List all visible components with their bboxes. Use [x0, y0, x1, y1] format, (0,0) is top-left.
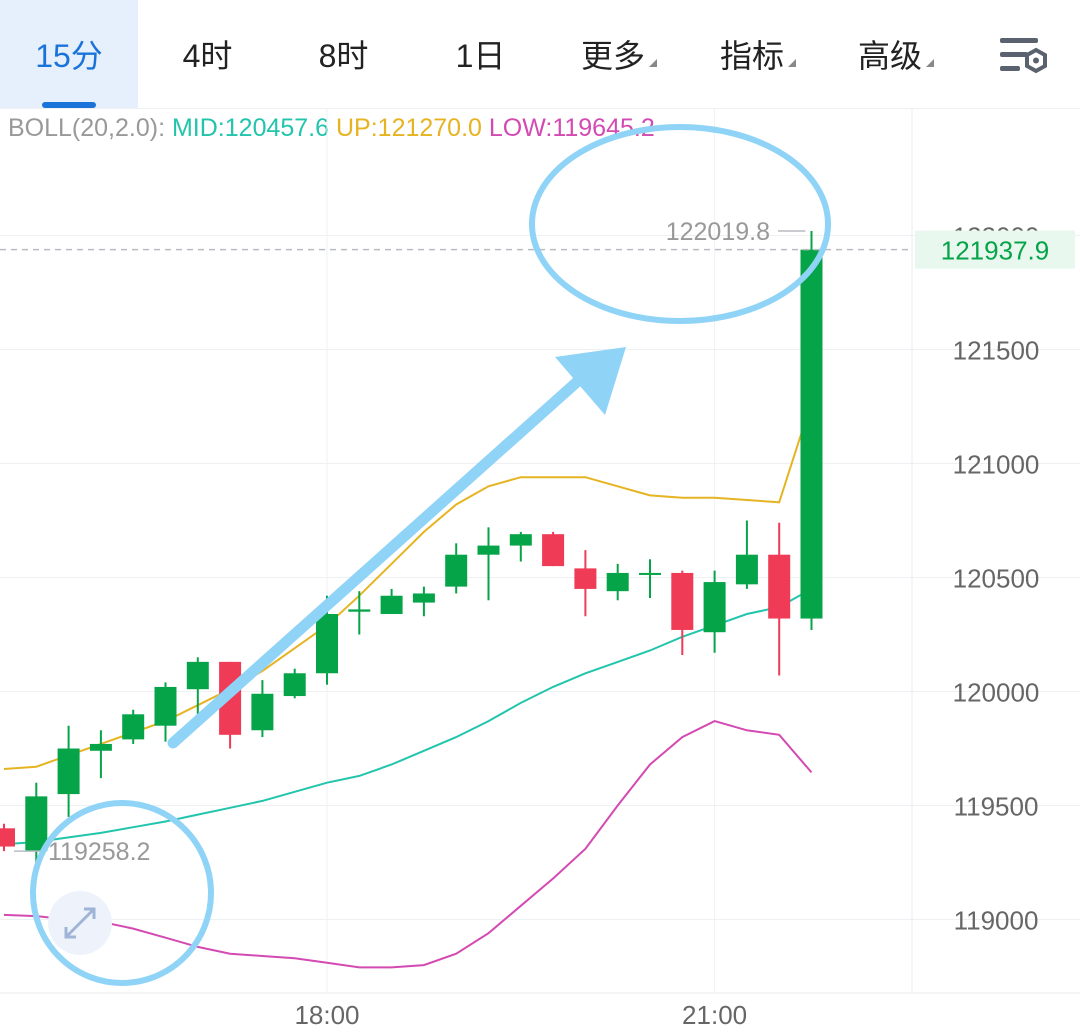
candle [639, 559, 661, 599]
candle-body [703, 582, 726, 633]
dropdown-corner-icon [926, 59, 934, 67]
candle [348, 591, 371, 635]
candle [800, 230, 823, 630]
annotation-circle-high [529, 124, 831, 324]
chart-settings-icon[interactable] [998, 34, 1050, 78]
candle-body [800, 249, 823, 619]
candle-body [0, 828, 15, 847]
candle [703, 570, 726, 653]
candle-body [348, 609, 371, 612]
y-tick-label: 119000 [954, 906, 1039, 936]
candle [574, 550, 597, 617]
candle-body [639, 572, 661, 575]
candle-body [122, 714, 145, 740]
candle-body [154, 686, 177, 726]
candle-body [251, 693, 274, 731]
tab-6[interactable]: 指标 [690, 0, 826, 108]
expand-arrow-head-sw [64, 927, 76, 939]
candle-body [477, 545, 500, 555]
y-tick-label: 120000 [953, 678, 1040, 708]
candle [25, 782, 48, 863]
candle-body [574, 568, 597, 589]
candle [509, 531, 532, 562]
tab-label: 15分 [35, 38, 103, 74]
expand-arrow-line [64, 907, 96, 939]
expand-arrows-icon[interactable] [48, 891, 112, 955]
trend-arrow-head [555, 347, 626, 415]
candle-body [316, 613, 338, 674]
candle [606, 563, 629, 601]
timeframe-tab-bar: 15分 4时 8时 1日 更多 指标 高级 [0, 0, 1080, 109]
candle-body [283, 673, 306, 697]
candle-body [606, 572, 629, 592]
tab-label: 8时 [318, 38, 369, 74]
candle-body [509, 534, 532, 546]
low-price-label: 119258.2 [48, 838, 150, 866]
boll-indicator-readout: BOLL(20,2.0): MID:120457.6 UP:121270.0 L… [8, 114, 655, 143]
candle [542, 531, 565, 567]
current-price-tag [915, 230, 1075, 269]
tab-2[interactable]: 4时 [140, 0, 275, 108]
candle [768, 522, 791, 676]
tab-label: 高级 [857, 38, 922, 74]
candle-body [542, 534, 565, 567]
candle-body [380, 595, 403, 614]
tab-1[interactable]: 15分 [0, 0, 138, 108]
boll-up-value: UP:121270.0 [335, 114, 482, 142]
candle [57, 725, 80, 817]
boll-indicator-name: BOLL(20,2.0): [8, 114, 166, 142]
boll-low-value: LOW:119645.2 [488, 114, 655, 142]
current-price-label: 121937.9 [941, 236, 1049, 266]
candle-body [445, 554, 468, 587]
candle [251, 680, 274, 738]
candle [735, 520, 758, 589]
boll-lower-line [3, 720, 813, 969]
candle [477, 527, 500, 601]
candle-body [89, 743, 112, 751]
x-tick-label: 21:00 [682, 1000, 747, 1030]
candlestick-chart[interactable]: 1220001215001210001205001200001195001190… [0, 108, 1080, 1033]
candle [671, 570, 694, 656]
boll-mid-line [3, 588, 812, 846]
tab-4[interactable]: 1日 [413, 0, 548, 108]
candle [89, 730, 112, 779]
candle-body [735, 554, 758, 585]
candle-body [768, 554, 791, 619]
x-tick-label: 18:00 [294, 1000, 359, 1030]
candle [122, 709, 145, 744]
candle [0, 823, 15, 852]
dropdown-corner-icon [649, 59, 657, 67]
candle-body [186, 661, 209, 690]
y-tick-label: 121500 [953, 336, 1040, 366]
candle [445, 543, 468, 594]
tab-7[interactable]: 高级 [828, 0, 964, 108]
candle [154, 682, 177, 742]
annotation-circle-low [30, 800, 214, 986]
candle-body [57, 748, 80, 795]
candle [412, 586, 435, 617]
tab-3[interactable]: 8时 [276, 0, 411, 108]
dropdown-corner-icon [788, 59, 796, 67]
candle [283, 668, 306, 699]
tab-label: 指标 [719, 38, 784, 74]
trend-arrow-shaft [167, 375, 584, 749]
tab-label: 4时 [182, 38, 233, 74]
y-tick-label: 121000 [953, 450, 1040, 480]
high-price-label: 122019.8 [666, 218, 770, 246]
candle-body [671, 572, 694, 630]
boll-mid-value: MID:120457.6 [171, 114, 330, 142]
candle-body [412, 593, 435, 603]
expand-arrow-head-ne [84, 907, 96, 919]
candle [380, 588, 403, 614]
y-tick-label: 119500 [954, 792, 1039, 822]
tab-5[interactable]: 更多 [550, 0, 688, 108]
y-tick-label: 120500 [953, 564, 1040, 594]
candle [186, 657, 209, 715]
tab-label: 更多 [580, 38, 645, 74]
candle-body [25, 796, 48, 852]
tab-label: 1日 [455, 38, 506, 74]
active-tab-indicator [42, 102, 96, 108]
